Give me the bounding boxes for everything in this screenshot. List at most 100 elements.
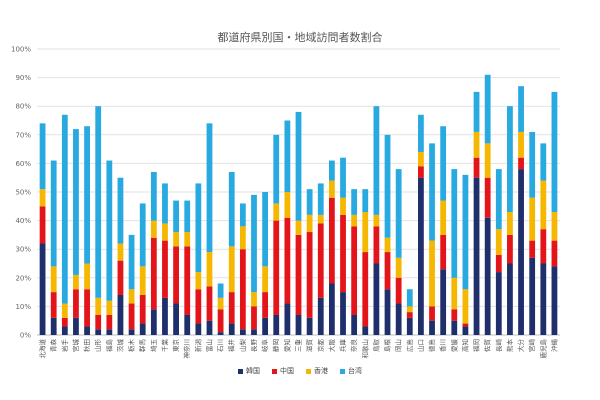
bar-segment xyxy=(373,106,380,215)
bar-segment xyxy=(228,246,235,293)
bar-segment xyxy=(206,252,213,287)
x-tick-label: 福井 xyxy=(227,339,236,353)
bar-segment xyxy=(295,220,302,235)
bar-segment xyxy=(273,134,280,204)
x-tick-label: 熊本 xyxy=(505,339,514,353)
bar-segment xyxy=(540,263,547,335)
bar-segment xyxy=(150,237,157,310)
y-tick-label: 70% xyxy=(15,131,31,139)
bar-segment xyxy=(95,297,102,315)
legend-item: 香港 xyxy=(306,366,328,376)
bar-segment xyxy=(306,214,313,233)
bar-segment xyxy=(162,297,168,335)
y-tick-label: 20% xyxy=(15,274,31,282)
bar-segment xyxy=(384,252,391,290)
bar-segment xyxy=(529,131,536,198)
bar-segment xyxy=(540,180,547,230)
bar-segment xyxy=(117,294,124,335)
x-tick-label: 鹿児島 xyxy=(538,339,547,359)
bar-segment xyxy=(395,303,402,335)
bar-segment xyxy=(317,214,324,224)
bar-segment xyxy=(351,214,358,227)
bar-segment xyxy=(217,309,224,333)
x-tick-label: 長崎 xyxy=(494,339,503,353)
bar-segment xyxy=(195,323,202,335)
x-tick-label: 滋賀 xyxy=(305,339,314,353)
bar-segment xyxy=(206,286,213,321)
x-tick-label: 岩手 xyxy=(60,339,69,353)
bar-segment xyxy=(473,177,480,335)
bar-segment xyxy=(195,289,202,324)
bar-segment xyxy=(106,314,113,330)
bar-segment xyxy=(84,326,90,335)
bar-segment xyxy=(551,240,558,267)
bar-segment xyxy=(95,314,102,330)
bar-segment xyxy=(406,317,413,335)
x-tick-label: 茨城 xyxy=(115,339,124,353)
x-tick-label: 三重 xyxy=(295,339,303,353)
legend-swatch xyxy=(340,368,345,374)
bar-segment xyxy=(262,317,269,335)
bar-segment xyxy=(462,323,469,327)
bar-segment xyxy=(239,249,246,330)
x-tick-label: 広島 xyxy=(405,339,414,353)
bar-segment xyxy=(373,214,380,227)
bar-segment xyxy=(418,166,424,178)
bar-segment xyxy=(117,260,124,295)
x-tick-label: 鳥取 xyxy=(371,339,380,353)
bar-segment xyxy=(195,183,202,273)
bar-segment xyxy=(184,246,191,315)
bar-segment xyxy=(251,306,257,330)
bar-segment xyxy=(328,180,335,198)
y-tick-label: 90% xyxy=(15,74,31,82)
bar-segment xyxy=(95,329,102,335)
bar-segment xyxy=(462,326,469,335)
bar-segment xyxy=(418,151,424,167)
x-tick-label: 宮城 xyxy=(71,339,80,353)
y-tick-label: 50% xyxy=(15,189,31,197)
bar-segment xyxy=(95,106,102,298)
bar-segment xyxy=(173,200,179,233)
bar-segment xyxy=(328,283,335,335)
bar-segment xyxy=(484,217,491,335)
bar-segment xyxy=(139,203,146,267)
x-tick-label: 青森 xyxy=(49,339,58,353)
bar-segment xyxy=(484,143,491,178)
legend-swatch xyxy=(238,368,243,374)
bar-segment xyxy=(150,309,157,335)
bar-segment xyxy=(73,317,79,335)
bar-segment xyxy=(239,226,246,250)
chart-legend: 韓国 中国 香港 台湾 xyxy=(0,366,600,376)
x-tick-label: 大阪 xyxy=(327,339,336,353)
chart-title: 都道府県別国・地域訪問者数割合 xyxy=(217,31,383,44)
bar-segment xyxy=(351,314,358,335)
bar-segment xyxy=(317,183,324,215)
bar-segment xyxy=(61,303,68,318)
x-tick-label: 山梨 xyxy=(238,339,247,353)
x-tick-label: 岐阜 xyxy=(260,339,269,353)
x-tick-label: 長野 xyxy=(250,339,258,353)
bar-segment xyxy=(484,74,491,144)
bar-segment xyxy=(551,91,558,213)
legend-item: 中国 xyxy=(272,366,294,376)
bar-segment xyxy=(429,306,435,321)
bar-segment xyxy=(495,169,502,230)
y-tick-label: 60% xyxy=(15,160,31,168)
x-tick-label: 香川 xyxy=(438,339,447,352)
bar-segment xyxy=(518,86,524,132)
bar-segment xyxy=(128,289,135,304)
bar-segment xyxy=(473,91,480,132)
x-tick-label: 徳島 xyxy=(427,339,436,353)
legend-swatch xyxy=(306,368,311,374)
bar-segment xyxy=(451,169,458,278)
x-tick-label: 群馬 xyxy=(138,339,147,353)
bar-segment xyxy=(84,263,90,290)
legend-label: 中国 xyxy=(280,367,294,375)
bar-segment xyxy=(406,289,413,307)
bar-segment xyxy=(340,157,346,198)
bar-segment xyxy=(206,123,213,253)
x-tick-label: 京都 xyxy=(316,339,325,353)
bar-segment xyxy=(150,220,157,238)
bar-segment xyxy=(340,197,346,215)
bar-segment xyxy=(340,292,346,335)
